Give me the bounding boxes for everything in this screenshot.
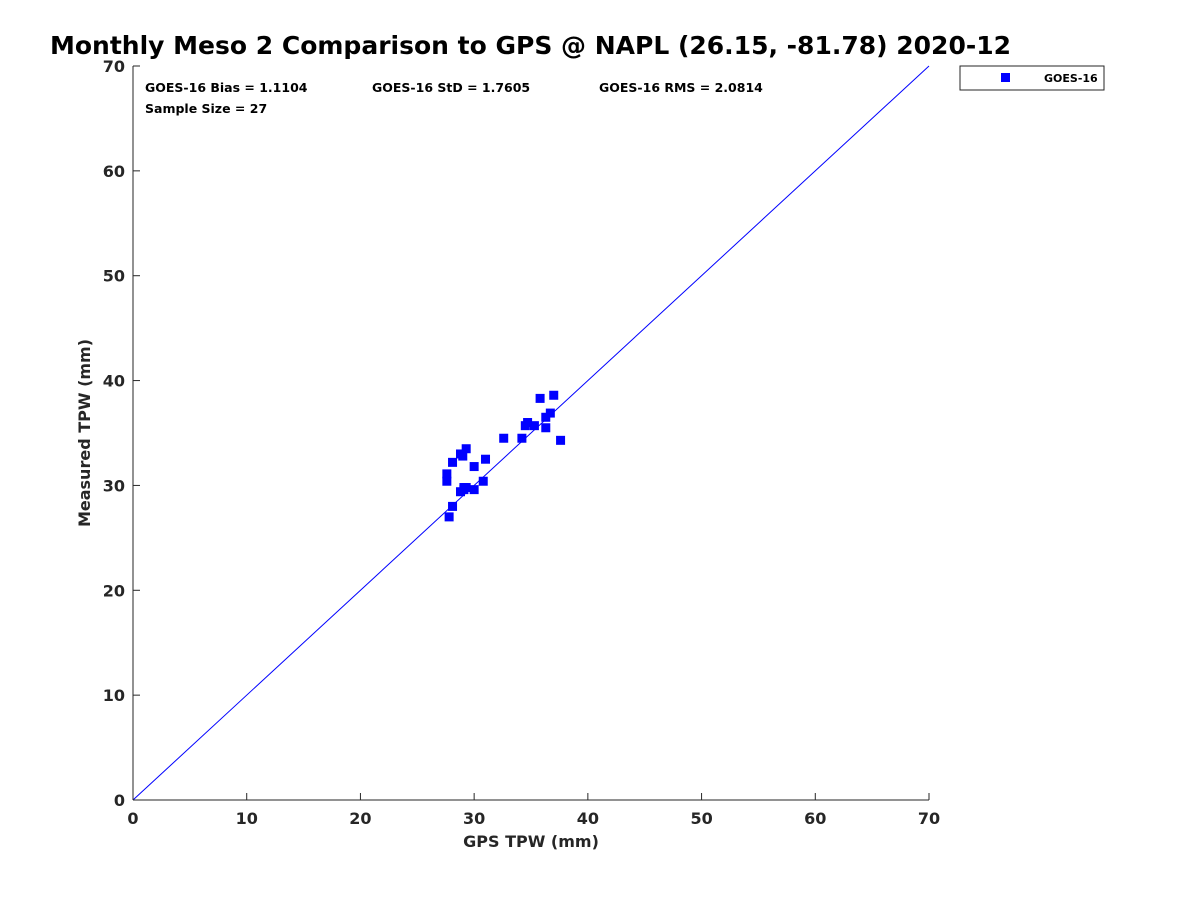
reference-line [132, 65, 930, 801]
data-point [499, 433, 509, 443]
data-point [444, 512, 454, 522]
x-tick-label: 0 [127, 809, 138, 828]
x-axis-ticks: 0 10 20 30 40 50 60 70 [127, 793, 940, 828]
data-point [549, 390, 559, 400]
data-point [545, 408, 555, 418]
data-point [541, 423, 551, 433]
data-point [442, 469, 452, 479]
y-tick-label: 30 [103, 476, 125, 495]
x-axis-label: GPS TPW (mm) [463, 832, 599, 851]
y-tick-label: 0 [114, 791, 125, 810]
data-point [529, 421, 539, 431]
legend-marker [1001, 73, 1010, 82]
data-point [535, 393, 545, 403]
legend: GOES-16 [959, 65, 1105, 91]
y-tick-label: 50 [103, 267, 125, 286]
data-point [448, 501, 458, 511]
legend-box [959, 65, 1105, 91]
data-point [478, 476, 488, 486]
x-tick-label: 40 [577, 809, 599, 828]
data-point [458, 451, 468, 461]
y-axis-ticks: 0 10 20 30 40 50 60 70 [103, 57, 140, 810]
data-point [469, 485, 479, 495]
y-tick-label: 60 [103, 162, 125, 181]
legend-label-goes16: GOES-16 [1044, 72, 1098, 85]
data-point [517, 433, 527, 443]
y-tick-label: 20 [103, 581, 125, 600]
x-tick-label: 30 [463, 809, 485, 828]
data-point [461, 444, 471, 454]
data-point [523, 418, 533, 428]
data-point [481, 454, 491, 464]
chart-title: Monthly Meso 2 Comparison to GPS @ NAPL … [50, 31, 1011, 60]
data-point [442, 476, 452, 486]
x-tick-label: 10 [236, 809, 258, 828]
data-point [469, 462, 479, 472]
y-axis-label: Measured TPW (mm) [75, 339, 94, 527]
x-tick-label: 20 [349, 809, 371, 828]
y-tick-label: 70 [103, 57, 125, 76]
rms-annotation: GOES-16 RMS = 2.0814 [599, 80, 763, 95]
x-tick-label: 70 [918, 809, 940, 828]
bias-annotation: GOES-16 Bias = 1.1104 [145, 80, 308, 95]
y-tick-label: 10 [103, 686, 125, 705]
data-point [459, 483, 469, 493]
data-points [442, 390, 566, 522]
x-tick-label: 60 [804, 809, 826, 828]
sample-size-annotation: Sample Size = 27 [145, 101, 267, 116]
y-tick-label: 40 [103, 372, 125, 391]
x-tick-label: 50 [690, 809, 712, 828]
std-annotation: GOES-16 StD = 1.7605 [372, 80, 530, 95]
data-point [448, 457, 458, 467]
data-point [556, 435, 566, 445]
data-point [541, 412, 551, 422]
